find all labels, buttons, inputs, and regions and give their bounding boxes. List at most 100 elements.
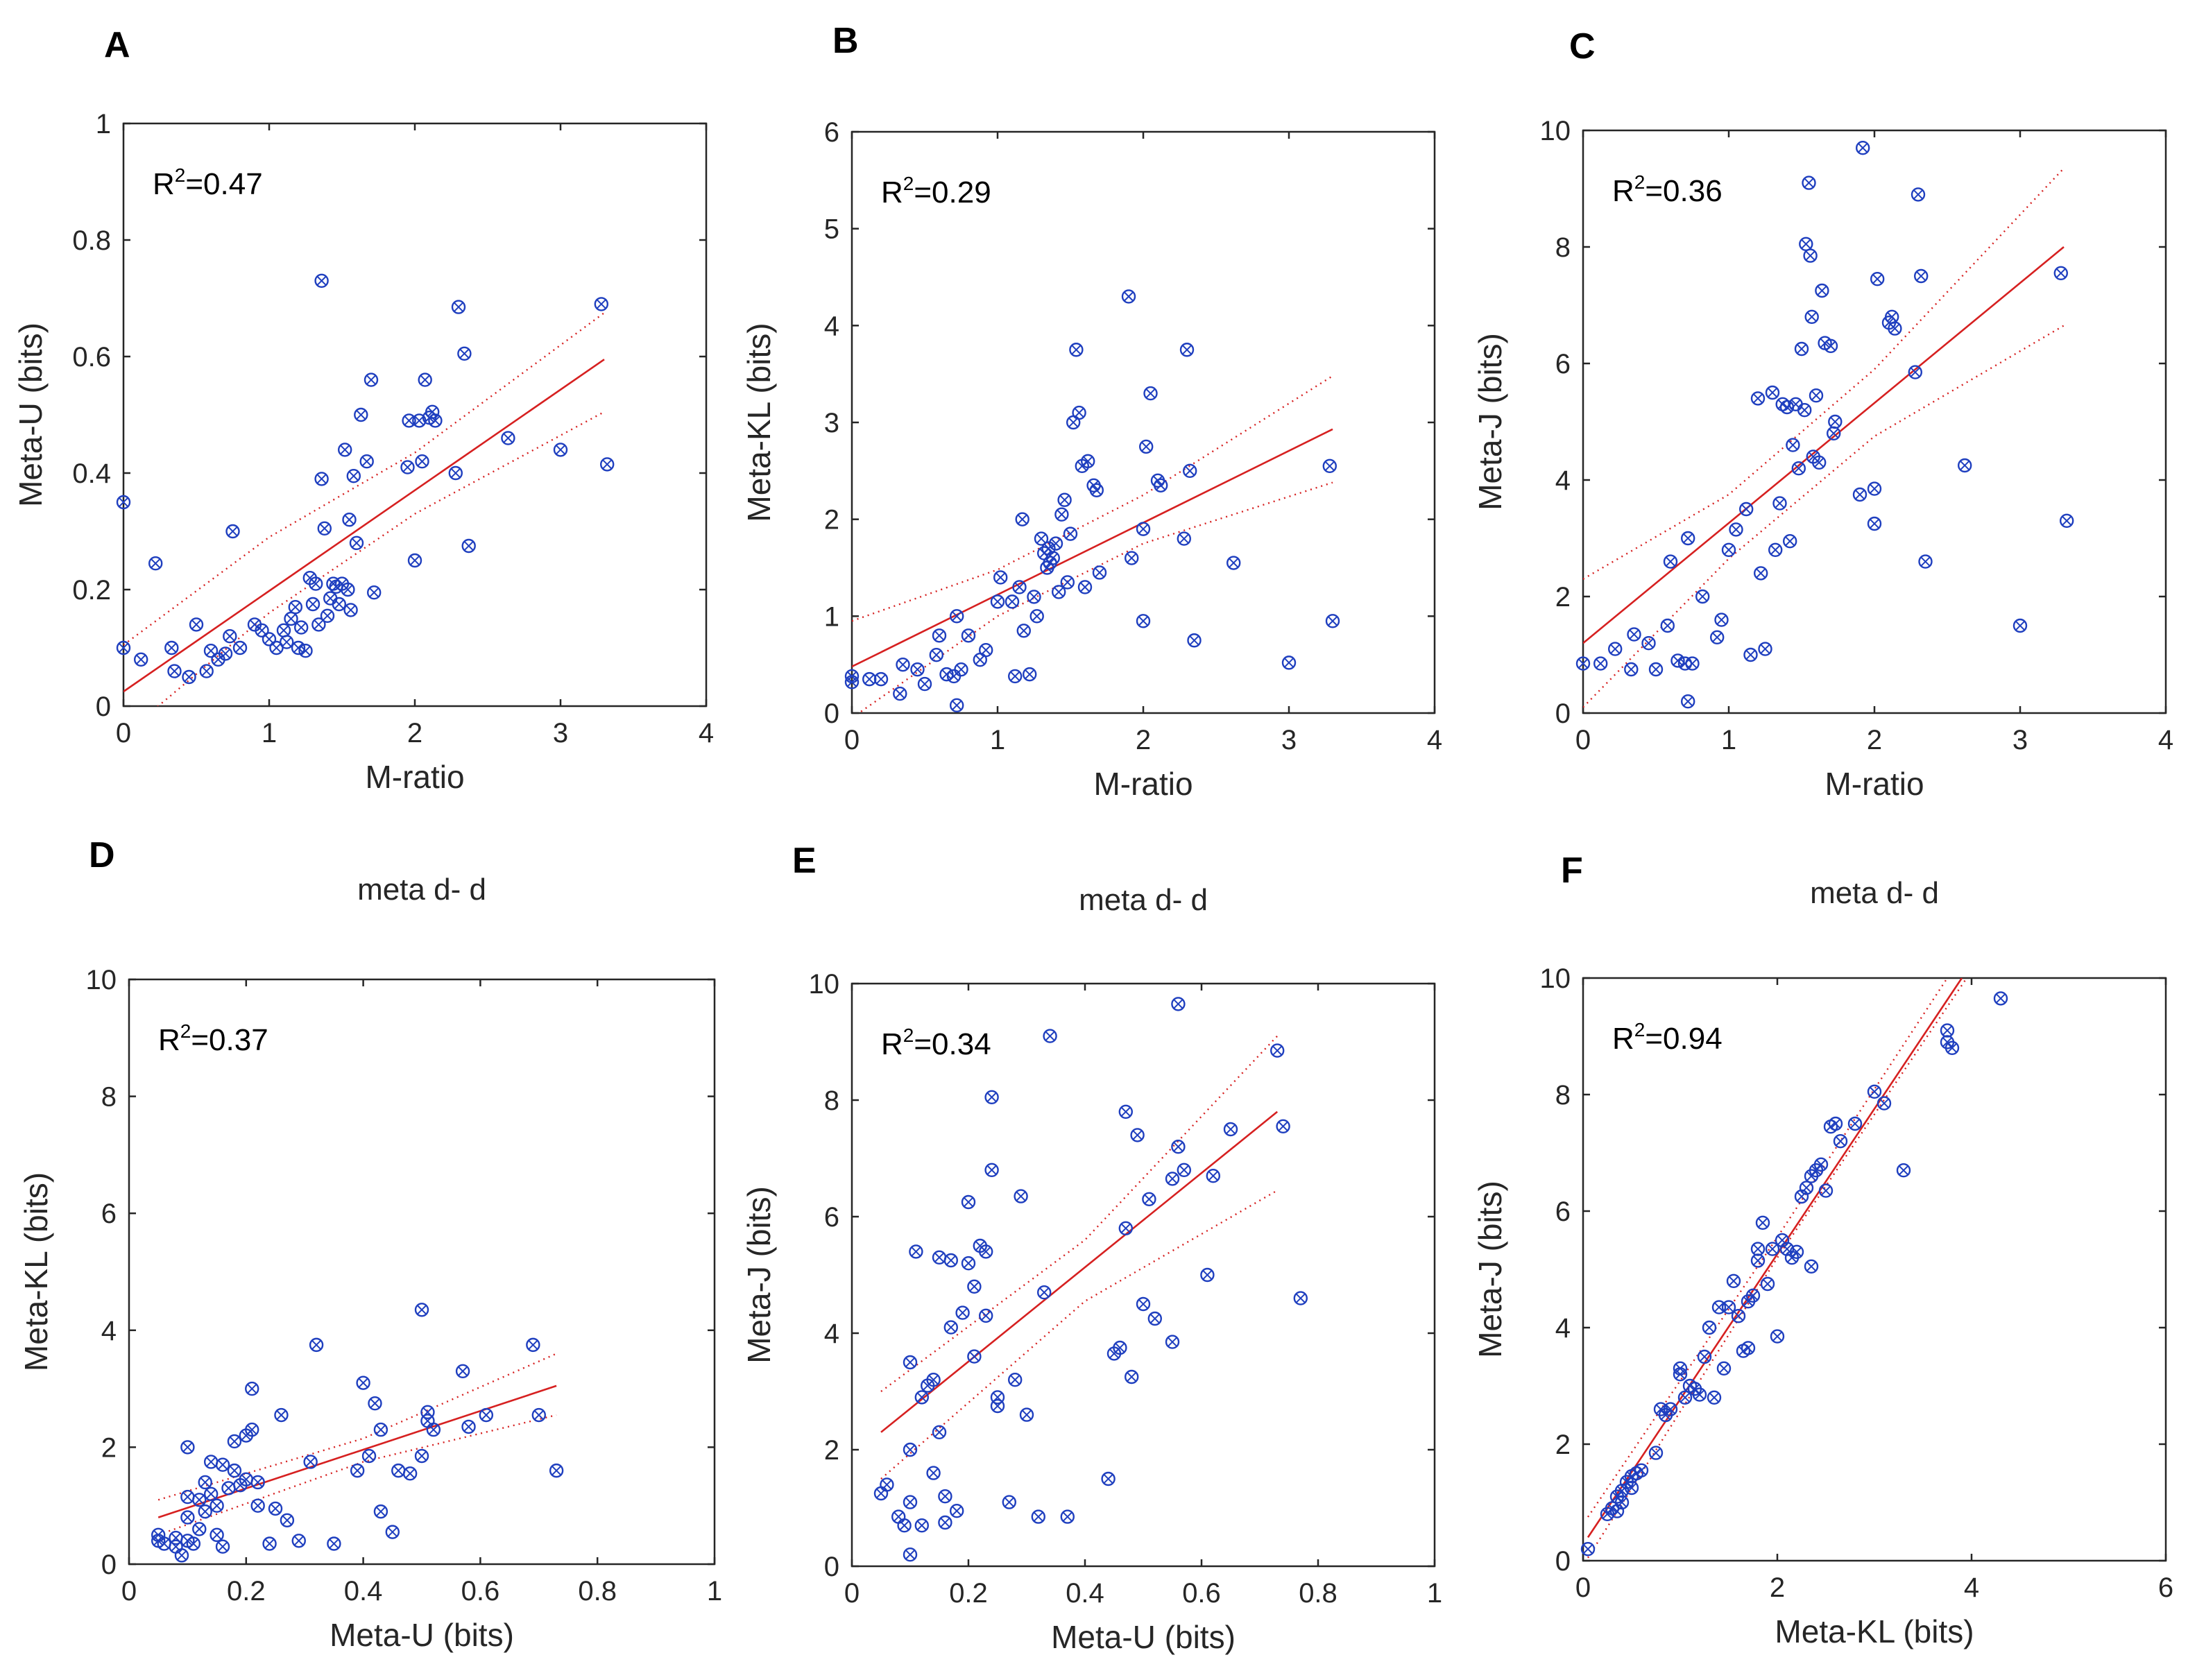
data-point — [1670, 653, 1685, 668]
data-point — [926, 1372, 941, 1387]
data-point — [343, 603, 358, 617]
plot-area — [157, 1353, 557, 1536]
data-point — [1182, 463, 1197, 479]
data-point — [1325, 614, 1340, 628]
data-point — [873, 671, 889, 687]
data-point — [1797, 403, 1812, 418]
data-point — [1782, 534, 1797, 549]
data-point — [1034, 531, 1049, 546]
data-point — [309, 1337, 324, 1353]
data-point — [910, 662, 925, 677]
data-point — [298, 644, 313, 658]
data-point — [426, 1422, 441, 1437]
y-tick-label: 10 — [86, 965, 117, 995]
y-tick-label: 2 — [1555, 582, 1571, 612]
data-point — [250, 1475, 265, 1490]
data-point — [1136, 522, 1151, 536]
r-squared-exponent: 2 — [1634, 171, 1646, 193]
x-tick-label: 0.6 — [461, 1576, 500, 1606]
data-point — [984, 1090, 999, 1105]
r-squared-prefix: R — [1612, 1022, 1634, 1056]
y-axis-label: Meta-KL (bits) — [741, 323, 777, 522]
data-point — [1130, 1128, 1145, 1142]
ci-lower-line — [857, 481, 1333, 713]
data-point — [1803, 248, 1818, 263]
data-point — [1634, 1463, 1649, 1478]
data-point — [1945, 1040, 1960, 1056]
data-point — [288, 600, 302, 615]
data-point — [1223, 1122, 1238, 1137]
data-point — [414, 1303, 429, 1317]
data-point — [1695, 589, 1710, 604]
plot-frame — [1582, 977, 2167, 1562]
data-point — [1957, 458, 1972, 473]
data-point — [1714, 612, 1729, 627]
data-point — [198, 1504, 212, 1519]
r-squared-value: =0.37 — [191, 1023, 268, 1057]
data-point — [198, 1475, 212, 1490]
data-point — [291, 1534, 306, 1548]
data-point — [1060, 575, 1075, 590]
data-point — [1743, 647, 1758, 662]
data-point — [1673, 1366, 1688, 1382]
r-squared-value: =0.29 — [914, 175, 991, 209]
data-point — [553, 443, 568, 457]
data-point — [215, 1539, 230, 1554]
data-point — [1200, 1267, 1215, 1283]
data-point — [1729, 522, 1743, 537]
x-tick-label: 0.2 — [227, 1576, 266, 1606]
data-point — [1823, 338, 1838, 353]
data-point — [1877, 1096, 1892, 1111]
data-point — [1226, 556, 1241, 570]
data-point — [938, 1489, 952, 1504]
data-point — [1022, 667, 1037, 682]
y-tick-label: 8 — [101, 1082, 117, 1113]
data-point — [262, 1536, 277, 1551]
data-point — [893, 686, 907, 701]
data-point — [1775, 397, 1790, 411]
data-point — [199, 664, 214, 678]
data-point — [1322, 458, 1337, 474]
y-axis-label: Meta-J (bits) — [1472, 1181, 1508, 1358]
data-point — [1092, 565, 1107, 580]
data-point — [1918, 554, 1933, 569]
data-point — [1015, 512, 1029, 526]
data-point — [320, 608, 335, 623]
data-point — [192, 1493, 207, 1507]
data-point — [448, 465, 463, 481]
data-point — [255, 623, 269, 637]
data-point — [203, 1455, 219, 1469]
data-point — [227, 1463, 242, 1478]
regression-fit-line — [1583, 246, 2065, 644]
x-axis-label: M-ratio — [1824, 766, 1924, 802]
data-point — [1993, 991, 2008, 1006]
data-point — [1802, 175, 1816, 190]
data-point — [1707, 1390, 1722, 1405]
x-tick-label: 1 — [1427, 1578, 1442, 1609]
data-point — [1799, 237, 1813, 251]
data-point — [844, 675, 860, 689]
y-tick-label: 5 — [824, 214, 839, 245]
data-point — [1794, 341, 1809, 357]
data-point — [232, 640, 248, 655]
y-tick-label: 0.8 — [72, 225, 111, 256]
data-point — [359, 454, 374, 469]
ci-lower-line — [157, 1414, 557, 1536]
ci-lower-line — [1583, 325, 2065, 708]
r-squared-exponent: 2 — [175, 164, 186, 186]
data-point — [961, 628, 976, 643]
data-point — [451, 300, 466, 314]
data-point — [1012, 580, 1027, 594]
data-point — [993, 570, 1008, 585]
data-point — [407, 553, 422, 568]
data-point — [1101, 1471, 1116, 1486]
data-point — [303, 1455, 318, 1469]
y-tick-label: 8 — [1555, 1080, 1571, 1111]
data-point — [1755, 1215, 1770, 1231]
regression-fit-line — [880, 1111, 1279, 1433]
data-point — [1913, 268, 1929, 284]
x-tick-label: 6 — [2158, 1572, 2173, 1603]
y-tick-label: 1 — [96, 109, 111, 139]
data-point — [1002, 1495, 1017, 1509]
